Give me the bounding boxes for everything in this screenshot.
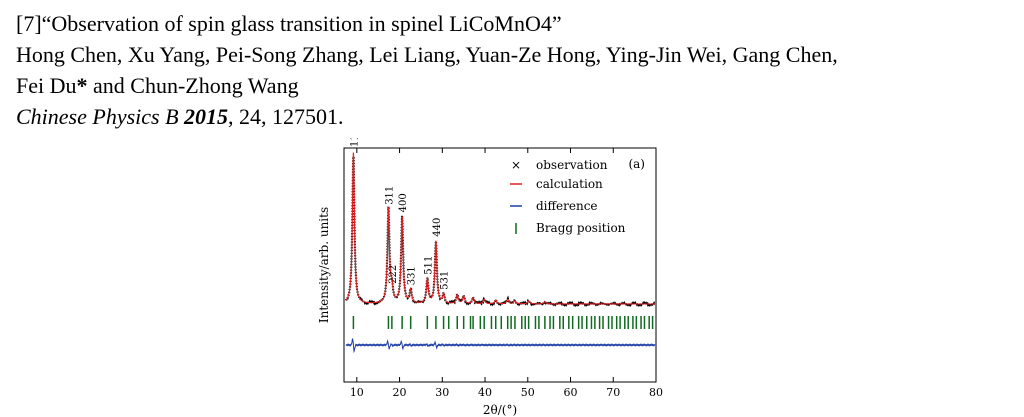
x-tick-label-70: 70 [606, 386, 620, 399]
citation-source: Chinese Physics B 2015, 24, 127501. [16, 101, 838, 132]
peak-label-531: 531 [440, 271, 451, 290]
legend-observation-label: observation [536, 158, 608, 172]
legend-observation-marker: × [511, 158, 521, 172]
peak-label-111: 111 [349, 138, 360, 147]
peak-index-labels: 111 311 222 400 331 511 440 531 [349, 138, 450, 290]
peak-label-331: 331 [407, 266, 418, 285]
bragg-position-marks [352, 316, 654, 329]
peak-label-400: 400 [398, 193, 409, 212]
panel-label: (a) [628, 157, 645, 171]
citation-authors: Hong Chen, Xu Yang, Pei-Song Zhang, Lei … [16, 42, 838, 67]
x-tick-label-80: 80 [649, 386, 663, 399]
xrd-pattern-figure: 10 20 30 40 50 60 70 80 2θ/(°) Intensity/arb. u… [317, 138, 663, 417]
last-author: and Chun-Zhong Wang [87, 73, 299, 98]
citation-authors-continued: Fei Du* and Chun-Zhong Wang [16, 70, 838, 101]
difference-series [345, 337, 656, 354]
corresponding-author: Fei Du [16, 73, 77, 98]
corresponding-author-marker: * [76, 73, 88, 98]
legend-bragg-label: Bragg position [536, 221, 626, 235]
legend-difference-label: difference [536, 199, 598, 213]
publication-year: 2015 [184, 104, 229, 129]
x-tick-label-30: 30 [435, 386, 449, 399]
plot-frame [343, 147, 657, 383]
x-tick-label-10: 10 [350, 386, 364, 399]
volume-and-article: , 24, 127501. [228, 104, 344, 129]
peak-label-511: 511 [423, 256, 434, 275]
legend: × observation calculation difference Bra… [510, 158, 626, 235]
peak-label-222: 222 [388, 265, 399, 284]
citation-title: [7]“Observation of spin glass transition… [16, 11, 562, 36]
x-axis-label: 2θ/(°) [483, 403, 517, 417]
journal-name: Chinese Physics B [16, 104, 179, 129]
y-axis-label: Intensity/arb. units [317, 207, 331, 323]
x-axis-ticks [356, 148, 657, 382]
x-tick-label-50: 50 [521, 386, 535, 399]
x-tick-label-40: 40 [478, 386, 492, 399]
calculation-series [345, 152, 655, 305]
peak-label-440: 440 [432, 218, 443, 237]
legend-calculation-label: calculation [536, 177, 603, 191]
x-tick-label-60: 60 [564, 386, 578, 399]
citation: [7]“Observation of spin glass transition… [16, 8, 838, 132]
x-axis-tick-labels: 10 20 30 40 50 60 70 80 [350, 386, 663, 399]
peak-label-311: 311 [384, 186, 395, 205]
x-tick-label-20: 20 [393, 386, 407, 399]
